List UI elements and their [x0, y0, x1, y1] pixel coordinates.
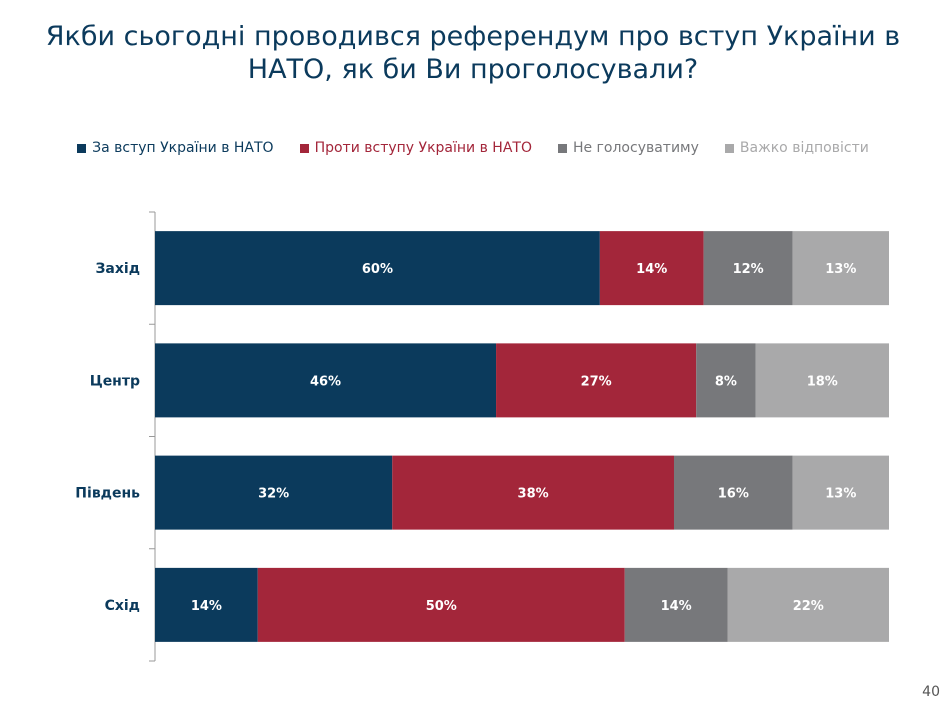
data-label: 13% — [825, 487, 856, 502]
category-label: Захід — [95, 261, 140, 277]
category-label: Схід — [105, 598, 140, 614]
legend-swatch-hard-to-say — [724, 143, 734, 153]
legend-item-hard-to-say: Важко відповісти — [724, 140, 869, 156]
legend-swatch-for — [77, 143, 87, 153]
bar-segment — [496, 343, 697, 418]
data-label: 14% — [661, 599, 692, 614]
bar-segment — [673, 455, 793, 530]
legend-swatch-against — [299, 143, 309, 153]
bar-segment — [727, 567, 889, 642]
bar-segment — [792, 231, 889, 306]
data-label: 13% — [825, 262, 856, 277]
legend-label-hard-to-say: Важко відповісти — [739, 140, 869, 156]
bar-segment — [755, 343, 889, 418]
bar-segment — [155, 231, 600, 306]
bar-segment — [392, 455, 674, 530]
bar-segment — [703, 231, 793, 306]
legend-item-not-voting: Не голосуватиму — [557, 140, 699, 156]
bar-segment — [599, 231, 704, 306]
data-label: 22% — [793, 599, 824, 614]
legend: За вступ України в НАТО Проти вступу Укр… — [0, 140, 946, 156]
bar-segment — [624, 567, 728, 642]
legend-swatch-not-voting — [557, 143, 567, 153]
bar-segment — [257, 567, 625, 642]
legend-label-not-voting: Не голосуватиму — [572, 140, 699, 156]
data-label: 27% — [581, 374, 612, 389]
legend-label-against: Проти вступу України в НАТО — [314, 140, 532, 156]
data-label: 60% — [362, 262, 393, 277]
bar-segment — [696, 343, 756, 418]
data-label: 50% — [426, 599, 457, 614]
legend-item-for: За вступ України в НАТО — [77, 140, 274, 156]
data-label: 8% — [715, 374, 737, 389]
chart-title: Якби сьогодні проводився референдум про … — [45, 21, 901, 85]
legend-item-against: Проти вступу України в НАТО — [299, 140, 532, 156]
data-label: 14% — [636, 262, 667, 277]
page-number: 40 — [922, 684, 940, 700]
data-label: 38% — [518, 487, 549, 502]
category-label: Південь — [75, 486, 140, 502]
bar-segment — [155, 343, 497, 418]
data-label: 12% — [733, 262, 764, 277]
bar-segment — [155, 455, 393, 530]
legend-label-for: За вступ України в НАТО — [92, 140, 274, 156]
data-label: 18% — [807, 374, 838, 389]
bar-segment — [792, 455, 889, 530]
category-label: Центр — [90, 373, 140, 389]
data-label: 32% — [258, 487, 289, 502]
bar-segment — [155, 567, 258, 642]
data-label: 46% — [310, 374, 341, 389]
data-label: 16% — [718, 487, 749, 502]
data-label: 14% — [191, 599, 222, 614]
